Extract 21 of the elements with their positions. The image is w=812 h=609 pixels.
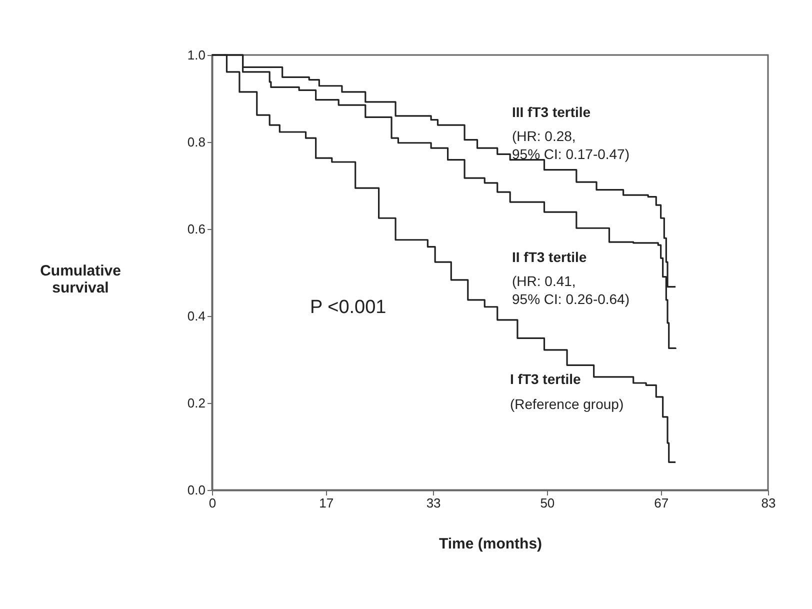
x-tick-label: 67 [654,496,669,510]
y-tick-label: 0.6 [187,222,206,236]
annotation: P <0.001 [310,297,386,318]
annotation: (HR: 0.41, 95% CI: 0.26-0.64) [512,273,630,307]
x-tick-label: 33 [426,496,441,510]
y-tick-label: 0.0 [187,482,206,498]
x-tick-label: 83 [761,496,776,510]
y-axis-title: Cumulative survival [40,262,121,296]
x-tick-label: 17 [319,496,334,510]
x-tick-label: 50 [540,496,555,510]
annotation: (HR: 0.28, 95% CI: 0.17-0.47) [512,128,630,162]
x-tick-label: 0 [208,496,216,510]
y-tick-label: 1.0 [187,48,206,62]
annotation: (Reference group) [510,396,624,412]
y-tick-label: 0.4 [187,308,206,324]
y-tick-label: 0.2 [187,396,206,410]
y-tick-label: 0.8 [187,134,206,150]
text: III fT3 tertile [512,104,591,120]
series-label: I fT3 tertile [510,371,582,387]
series-label: II fT3 tertile [512,249,587,265]
x-axis-title: Time (months) [438,536,542,552]
